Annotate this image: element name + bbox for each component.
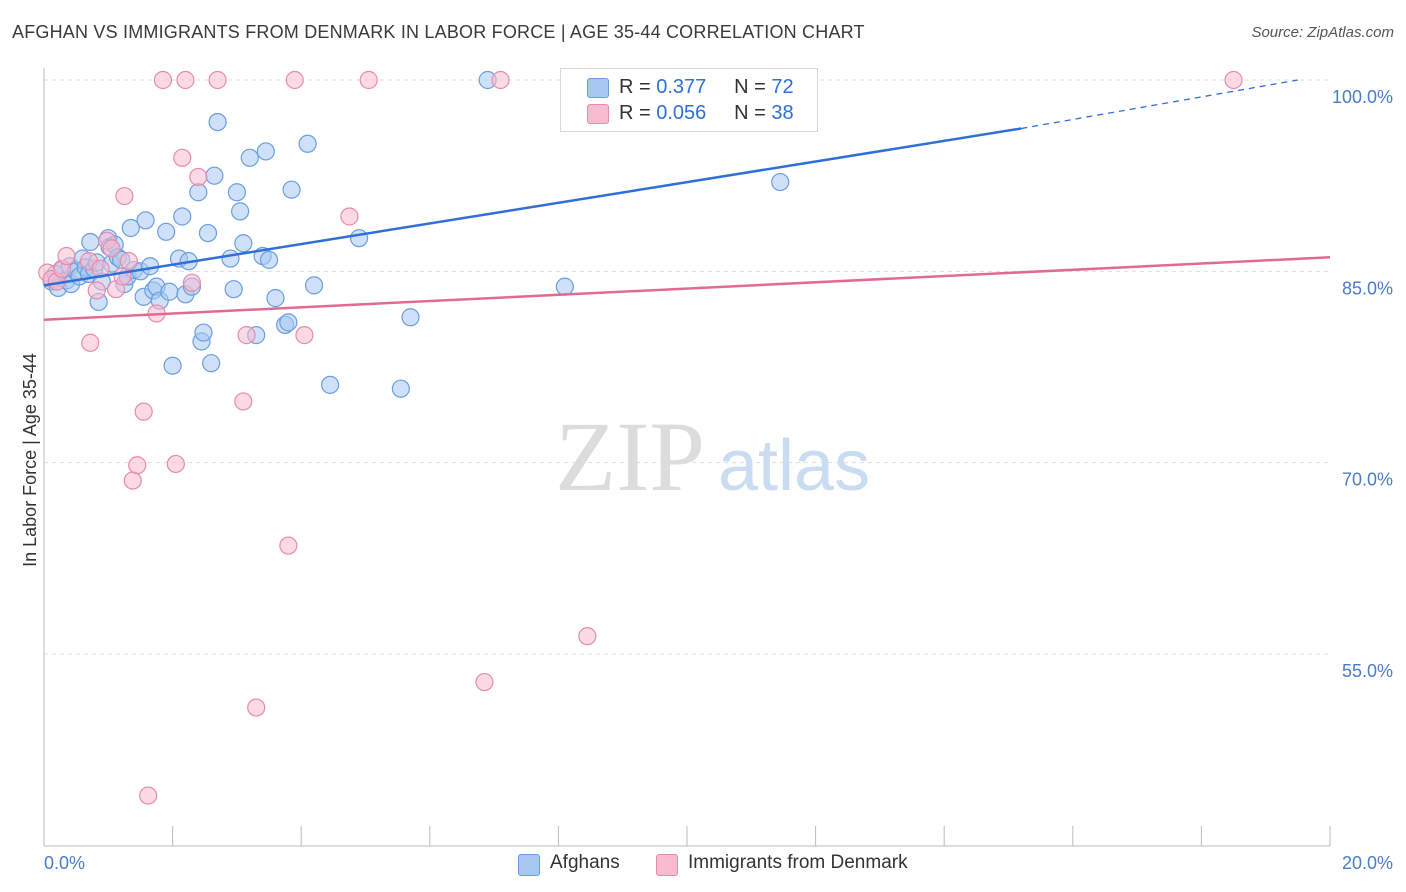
denmark-point	[475, 672, 494, 692]
afghans-point	[202, 354, 221, 373]
afghans-point	[279, 313, 298, 332]
denmark-point	[279, 536, 298, 555]
denmark-point	[113, 267, 132, 286]
afghans-point	[227, 183, 246, 202]
denmark-point	[173, 148, 192, 167]
afghans-point	[173, 207, 192, 226]
denmark-point	[57, 246, 76, 266]
afghans-point	[157, 222, 176, 241]
afghans-point	[266, 289, 285, 308]
legend-n-value-afghans: 72	[771, 76, 794, 98]
legend-r-value-afghans: 0.377	[656, 76, 707, 98]
denmark-point	[237, 326, 256, 345]
denmark-point	[123, 471, 142, 490]
legend-r-value-denmark: 0.056	[656, 102, 707, 124]
bottom-legend-label-denmark: Immigrants from Denmark	[688, 852, 908, 873]
denmark-point	[87, 281, 106, 300]
afghans-trend-extension	[1021, 79, 1298, 130]
y-axis-label: In Labor Force | Age 35-44	[20, 353, 40, 567]
afghans-point	[349, 229, 369, 248]
correlation-legend: R = 0.377 N = 72 R = 0.056 N = 38	[560, 68, 818, 132]
afghans-point	[304, 276, 324, 295]
bottom-legend-swatch-afghans	[518, 854, 540, 876]
denmark-point	[119, 252, 138, 271]
afghans-point	[771, 172, 790, 192]
denmark-point	[208, 70, 227, 90]
denmark-point	[182, 273, 201, 292]
legend-swatch-denmark	[587, 104, 609, 124]
denmark-point	[153, 70, 173, 90]
y-tick-label: 85.0%	[1342, 278, 1393, 298]
denmark-point	[285, 70, 304, 90]
denmark-point	[295, 326, 314, 345]
afghans-point	[298, 134, 317, 153]
chart-title: AFGHAN VS IMMIGRANTS FROM DENMARK IN LAB…	[12, 22, 865, 42]
denmark-point	[139, 786, 158, 805]
bottom-legend-label-afghans: Afghans	[550, 852, 620, 873]
y-tick-label: 100.0%	[1332, 87, 1393, 107]
afghans-point	[259, 250, 279, 269]
axes	[43, 68, 1331, 847]
afghans-point	[231, 202, 250, 221]
x-tick-label: 20.0%	[1342, 853, 1393, 873]
watermark-atlas: atlas	[718, 426, 870, 506]
source-credit: Source: ZipAtlas.com	[1251, 24, 1394, 41]
afghans-point	[189, 183, 208, 202]
y-tick-labels: 100.0% 85.0% 70.0% 55.0%	[1332, 87, 1393, 681]
afghans-point	[224, 280, 243, 299]
denmark-point	[247, 698, 266, 717]
bottom-legend-swatch-denmark	[656, 854, 678, 876]
denmark-point	[578, 627, 597, 646]
afghans-point	[321, 375, 340, 394]
denmark-point	[81, 333, 100, 352]
legend-r-label: R =	[619, 76, 651, 98]
denmark-point	[234, 392, 253, 411]
afghans-point	[194, 323, 213, 342]
x-tick-label: 0.0%	[44, 853, 85, 873]
watermark: ZIP atlas	[555, 401, 870, 512]
legend-swatch-afghans	[587, 78, 609, 98]
denmark-point	[340, 207, 359, 226]
trend-lines	[43, 79, 1331, 322]
denmark-trend-line	[43, 256, 1331, 322]
afghans-point	[256, 142, 275, 161]
afghans-point	[136, 211, 155, 230]
denmark-point	[491, 70, 510, 90]
afghans-point	[391, 379, 410, 398]
denmark-point	[189, 167, 208, 187]
afghans-point	[234, 234, 253, 253]
afghans-trend-line	[43, 127, 1022, 287]
denmark-point	[1224, 70, 1243, 90]
legend-n-value-denmark: 38	[771, 102, 794, 124]
x-tick-labels: 0.0% 20.0%	[44, 853, 1393, 873]
denmark-point	[115, 186, 134, 206]
afghans-point	[121, 218, 140, 238]
legend-n-label: N =	[734, 102, 766, 124]
legend-r-label: R =	[619, 102, 651, 124]
grid-lines	[44, 79, 1330, 655]
y-tick-label: 55.0%	[1342, 661, 1393, 681]
afghans-point	[401, 308, 420, 327]
denmark-point	[102, 239, 121, 258]
denmark-point	[359, 70, 378, 90]
afghans-point	[163, 356, 182, 375]
afghans-point	[282, 180, 301, 199]
afghans-point	[81, 232, 100, 252]
legend-n-label: N =	[734, 76, 766, 98]
afghans-point	[205, 166, 224, 185]
afghans-point	[198, 223, 218, 243]
afghans-point	[240, 148, 259, 167]
denmark-point	[166, 454, 185, 474]
afghans-point	[208, 112, 227, 132]
denmark-point	[134, 402, 153, 421]
watermark-zip: ZIP	[555, 401, 705, 512]
denmark-point	[176, 70, 195, 90]
denmark-point	[128, 456, 147, 475]
afghans-point	[555, 277, 574, 296]
afghans-point	[160, 282, 179, 301]
y-tick-label: 70.0%	[1342, 470, 1393, 490]
afghans-point	[221, 249, 240, 268]
